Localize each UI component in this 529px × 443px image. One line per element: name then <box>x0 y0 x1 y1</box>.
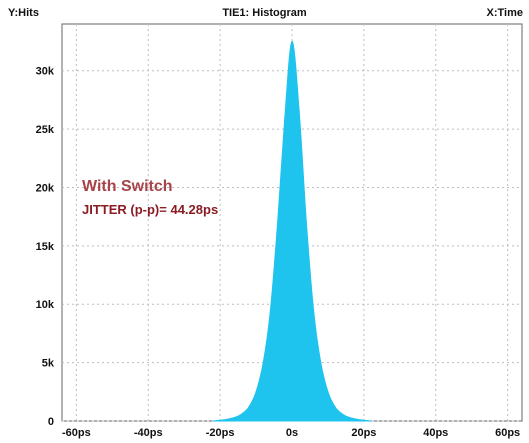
histogram-point <box>226 418 228 420</box>
histogram-point <box>277 221 279 224</box>
histogram-point <box>241 413 243 415</box>
histogram-point <box>291 40 293 43</box>
histogram-point <box>305 221 307 224</box>
x-tick-label: 40ps <box>423 427 448 439</box>
x-tick-label: 60ps <box>495 427 520 439</box>
y-tick-label: 10k <box>36 299 55 311</box>
x-axis-label: X:Time <box>486 7 523 19</box>
y-tick-label: 20k <box>36 182 55 194</box>
y-tick-label: 5k <box>42 358 55 370</box>
series-area <box>212 40 372 422</box>
histogram-point <box>370 420 372 422</box>
y-tick-labels: 0 5k 10k 15k 20k 25k 30k <box>36 66 55 428</box>
histogram-point <box>356 418 358 420</box>
histogram-point <box>269 309 272 311</box>
histogram-point <box>327 391 329 393</box>
histogram-point <box>212 420 214 422</box>
annotation-jitter: JITTER (p-p)= 44.28ps <box>82 202 218 217</box>
histogram-point <box>298 110 300 113</box>
histogram-point <box>348 416 351 419</box>
x-tick-label: 20ps <box>351 427 376 439</box>
histogram-point <box>262 362 264 364</box>
x-tick-labels: -60ps -40ps -20ps 0s 20ps 40ps 60ps <box>62 427 520 439</box>
y-tick-label: 30k <box>36 66 55 78</box>
x-tick-label: -40ps <box>134 427 163 439</box>
chart-title: TIE1: Histogram <box>222 7 307 19</box>
histogram-point <box>320 362 322 364</box>
y-tick-label: 15k <box>36 241 55 253</box>
histogram-point <box>255 391 257 393</box>
histogram-point <box>341 413 343 415</box>
y-axis-label: Y:Hits <box>8 7 39 19</box>
y-tick-label: 25k <box>36 124 55 136</box>
histogram-point <box>312 309 315 311</box>
annotation-with-switch: With Switch <box>82 178 173 195</box>
x-tick-label: -60ps <box>62 427 91 439</box>
x-tick-label: -20ps <box>206 427 235 439</box>
y-tick-label: 0 <box>48 416 54 428</box>
histogram-point <box>219 419 221 421</box>
x-tick-label: 0s <box>286 427 298 439</box>
histogram-point <box>284 116 286 119</box>
histogram-point <box>334 406 336 408</box>
histogram-point <box>248 406 250 408</box>
histogram-point <box>363 419 365 421</box>
histogram-point <box>233 416 236 419</box>
